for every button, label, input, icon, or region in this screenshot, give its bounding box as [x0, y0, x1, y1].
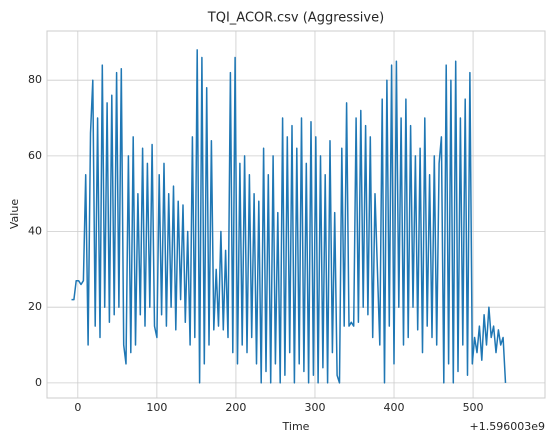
- x-tick-label: 0: [74, 401, 81, 414]
- x-offset-label: +1.596003e9: [470, 420, 545, 433]
- x-tick-label: 100: [146, 401, 167, 414]
- y-tick-label: 40: [28, 225, 42, 238]
- data-line: [71, 49, 507, 384]
- y-tick-label: 60: [28, 149, 42, 162]
- chart-title: TQI_ACOR.csv (Aggressive): [207, 11, 384, 26]
- y-tick-label: 20: [28, 300, 42, 313]
- y-tick-label: 0: [35, 376, 42, 389]
- y-axis-label: Value: [8, 199, 21, 229]
- x-tick-label: 500: [463, 401, 484, 414]
- x-axis-label: Time: [282, 420, 310, 433]
- x-tick-label: 300: [304, 401, 325, 414]
- y-tick-label: 80: [28, 73, 42, 86]
- x-tick-label: 200: [225, 401, 246, 414]
- plot-frame: [46, 30, 546, 399]
- x-tick-label: 400: [384, 401, 405, 414]
